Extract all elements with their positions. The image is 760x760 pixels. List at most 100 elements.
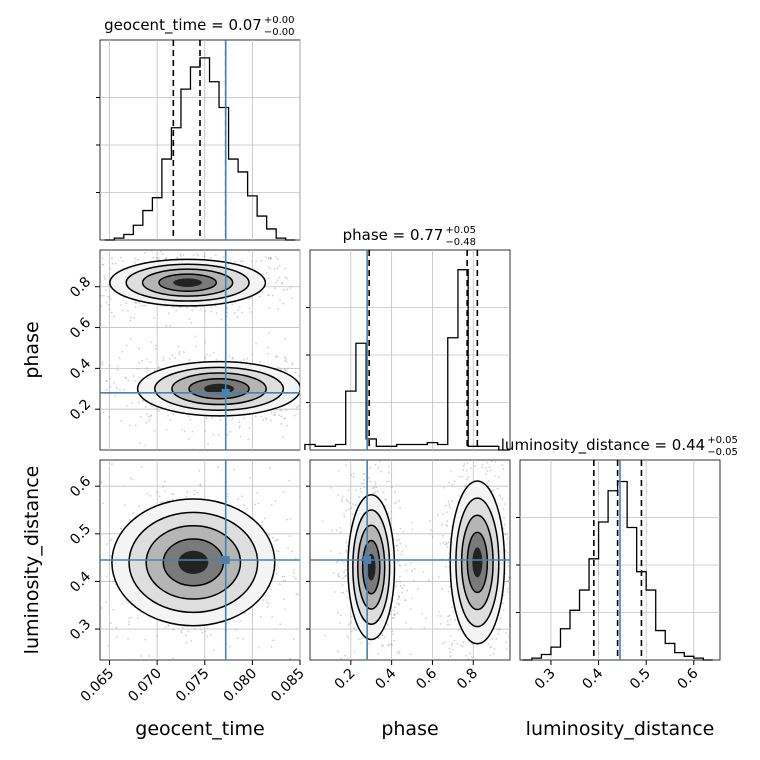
contour-line (347, 494, 396, 641)
sample-point (206, 635, 209, 638)
sample-point (116, 365, 119, 368)
sample-point (138, 401, 140, 404)
sample-point (299, 496, 300, 498)
contour-line (136, 360, 300, 417)
sample-point (92, 298, 94, 300)
sample-point (367, 476, 370, 479)
sample-point (283, 368, 286, 371)
sample-point (94, 421, 96, 423)
sample-point (499, 628, 502, 631)
sample-point (269, 466, 272, 469)
sample-point (172, 670, 174, 672)
sample-point (108, 539, 111, 542)
sample-point (377, 467, 380, 469)
sample-point (493, 647, 496, 650)
sample-point (481, 466, 484, 468)
sample-point (398, 499, 400, 502)
sample-point (502, 609, 505, 612)
sample-point (337, 494, 340, 497)
sample-point (87, 262, 89, 264)
sample-point (204, 241, 206, 243)
sample-point (191, 430, 194, 433)
sample-point (397, 598, 399, 601)
sample-point (96, 561, 98, 563)
sample-point (398, 650, 400, 653)
sample-point (159, 658, 162, 660)
sample-point (165, 257, 168, 260)
sample-point (171, 498, 174, 501)
sample-point (424, 617, 427, 620)
sample-point (88, 541, 90, 543)
sample-point (167, 625, 170, 627)
sample-point (207, 442, 209, 445)
sample-point (299, 361, 300, 363)
sample-point (289, 287, 291, 290)
sample-point (452, 610, 455, 613)
sample-point (400, 553, 403, 556)
sample-point (190, 321, 193, 324)
sample-point (350, 474, 353, 476)
sample-point (204, 341, 207, 344)
sample-point (391, 630, 394, 632)
sample-point (302, 394, 304, 396)
sample-point (492, 667, 494, 669)
sample-point (136, 617, 139, 619)
sample-point (332, 572, 335, 574)
sample-point (447, 615, 450, 618)
sample-point (340, 498, 343, 501)
sample-point (384, 498, 387, 500)
sample-point (282, 580, 285, 582)
sample-point (442, 513, 445, 516)
sample-point (503, 517, 506, 519)
panel-hist-geocent_time: geocent_time = 0.07 +0.00−0.00 (96, 15, 301, 241)
sample-point (391, 486, 393, 489)
sample-point (443, 641, 446, 643)
sample-point (102, 263, 104, 266)
sample-point (258, 295, 261, 298)
sample-point (152, 256, 155, 259)
sample-point (440, 523, 443, 526)
sample-point (345, 509, 348, 512)
sample-point (344, 569, 347, 572)
sample-point (451, 500, 454, 502)
sample-point (183, 351, 185, 354)
sample-point (488, 485, 490, 487)
sample-point (447, 590, 450, 593)
sample-point (279, 409, 282, 411)
sample-point (270, 645, 273, 648)
sample-point (449, 651, 452, 653)
sample-point (378, 460, 381, 463)
sample-point (337, 560, 340, 563)
sample-point (396, 549, 399, 552)
sample-point (103, 277, 106, 280)
sample-point (405, 621, 407, 624)
sample-point (299, 253, 300, 255)
sample-point (380, 645, 383, 648)
sample-point (215, 305, 217, 307)
y-tick-label: 0.5 (67, 521, 94, 548)
sample-point (399, 585, 402, 587)
sample-point (155, 348, 157, 351)
sample-point (339, 657, 342, 660)
sample-point (231, 244, 233, 246)
sample-point (40, 297, 42, 299)
sample-point (499, 616, 502, 619)
sample-point (164, 480, 167, 483)
sample-point (445, 541, 448, 544)
sample-point (353, 627, 356, 630)
sample-point (284, 579, 287, 582)
sample-point (279, 623, 282, 626)
sample-point (114, 394, 117, 397)
sample-point (209, 354, 212, 357)
sample-point (243, 417, 245, 420)
sample-point (95, 272, 97, 274)
sample-point (350, 630, 353, 633)
y-tick-label: 0.2 (67, 396, 94, 423)
sample-point (501, 464, 504, 467)
sample-point (396, 612, 399, 615)
sample-point (121, 350, 124, 353)
panel-2d-geocent_time-luminosity_distance (88, 459, 301, 672)
sample-point (512, 581, 514, 583)
sample-point (217, 466, 219, 469)
sample-point (503, 523, 506, 526)
